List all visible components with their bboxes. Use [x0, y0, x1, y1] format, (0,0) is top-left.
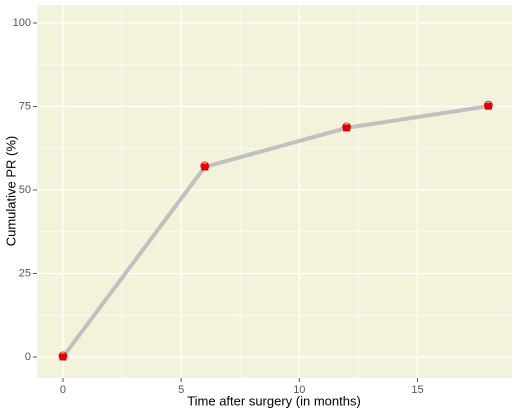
line — [61, 104, 489, 359]
point — [484, 102, 492, 110]
x-tick-label: 0 — [60, 384, 66, 396]
y-tick-label: 0 — [25, 351, 31, 363]
y-tick-label: 50 — [19, 184, 31, 196]
point — [343, 124, 351, 132]
x-tick-label: 5 — [178, 384, 184, 396]
x-axis-title: Time after surgery (in months) — [187, 393, 361, 408]
x-tick-label: 10 — [293, 384, 305, 396]
y-tick-label: 25 — [19, 267, 31, 279]
plot-panel — [37, 5, 512, 378]
x-tick-label: 15 — [411, 384, 423, 396]
point — [59, 353, 67, 361]
y-tick-label: 100 — [13, 17, 31, 29]
point — [201, 163, 209, 171]
y-axis-title: Cumulative PR (%) — [3, 136, 18, 247]
y-tick-label: 75 — [19, 100, 31, 112]
